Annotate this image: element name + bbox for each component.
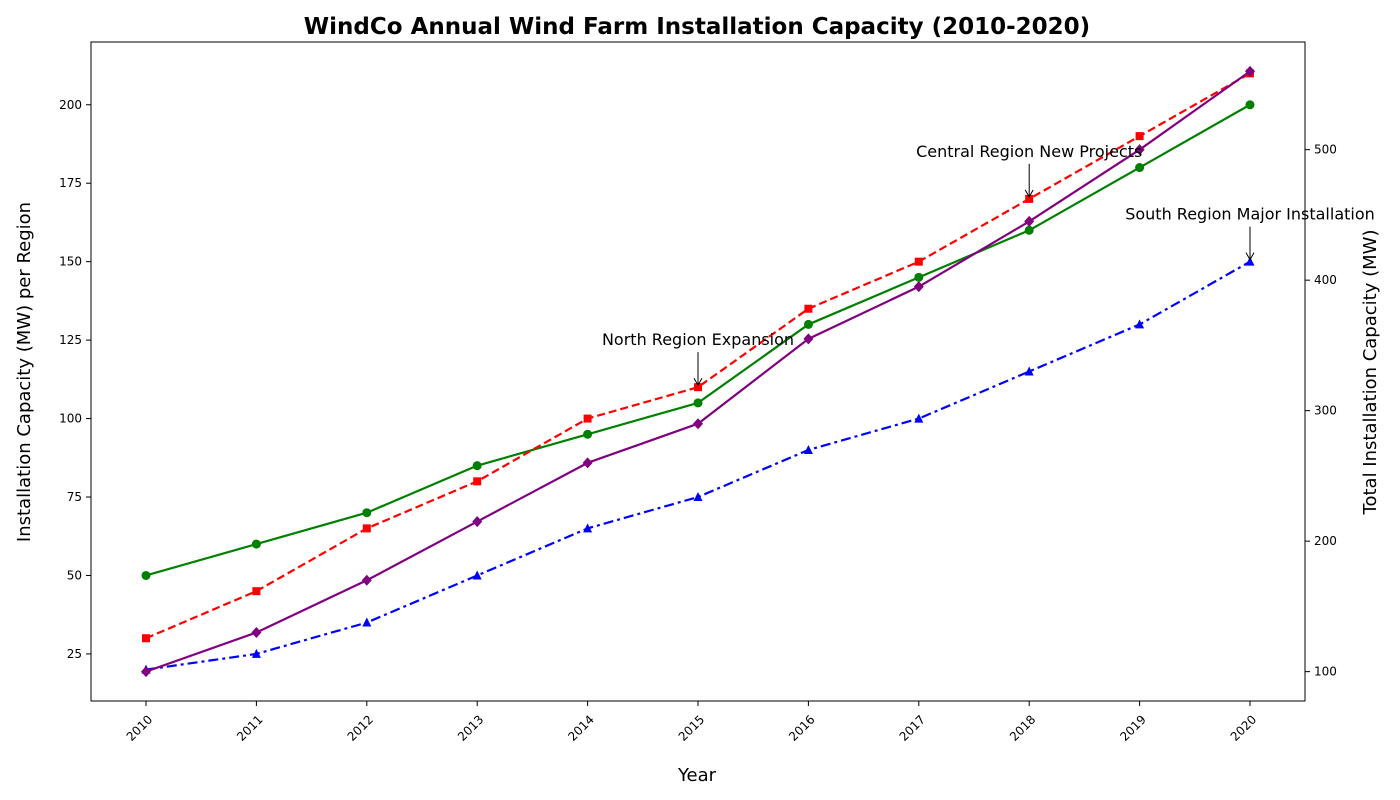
series-3-point [472, 516, 483, 528]
series-3-point [803, 333, 814, 345]
x-tick-label: 2019 [1117, 712, 1148, 743]
series-0-point [803, 319, 813, 329]
series-1-point [804, 304, 813, 313]
series-2-point [472, 570, 482, 580]
x-tick-label: 2013 [455, 712, 486, 743]
series-2-point [251, 648, 261, 658]
chart-title: WindCo Annual Wind Farm Installation Cap… [304, 14, 1090, 40]
y-right-tick-label: 100 [1314, 665, 1337, 679]
series-2-point [362, 617, 372, 627]
series-2-point [583, 523, 593, 533]
series-3-point [693, 418, 703, 430]
series-2-point [1024, 366, 1034, 376]
y-right-tick-label: 300 [1314, 404, 1337, 418]
series-0-point [583, 429, 593, 439]
series-2-point [1245, 256, 1255, 266]
y-axis-left: 25 50 75 100 125 150 175 200 [59, 98, 91, 661]
series-1-point [1025, 194, 1034, 203]
series-3-point [913, 281, 924, 293]
y-left-tick-label: 175 [59, 176, 82, 190]
x-axis-title: Year [677, 765, 717, 786]
x-tick-label: 2014 [565, 712, 596, 743]
series-2-point [1135, 319, 1145, 329]
annotation-arrow-head [1024, 189, 1034, 198]
series-1-point [142, 634, 150, 643]
series-0-point [141, 570, 151, 580]
y-left-tick-label: 50 [67, 568, 82, 582]
x-tick-label: 2015 [676, 712, 707, 743]
series-2-point [914, 413, 924, 423]
annotation-arrow-head [1245, 252, 1255, 261]
series-3-point [1245, 65, 1255, 77]
series-0-point [472, 461, 482, 471]
y-left-tick-label: 100 [59, 412, 82, 426]
series-0-point [251, 539, 261, 549]
series-3-point [361, 574, 372, 586]
series-0-point [1135, 163, 1145, 173]
series-3-point [1024, 215, 1035, 227]
series-1-point [1135, 132, 1144, 141]
y-left-tick-label: 125 [59, 333, 82, 347]
x-tick-label: 2020 [1228, 712, 1259, 743]
series-1-point [583, 414, 592, 423]
y-right-tick-label: 200 [1314, 534, 1337, 548]
y-axis-right-title: Total Installation Capacity (MW) [1360, 230, 1381, 516]
y-left-tick-label: 200 [59, 98, 82, 112]
y-left-tick-label: 25 [67, 647, 82, 661]
series-0-point [1245, 100, 1255, 110]
x-axis: 2010 2011 2012 2013 2014 2015 2016 2017 2018 2019… [124, 701, 1259, 744]
annotation-label: Central Region New Projects [916, 142, 1142, 161]
series-3-point [251, 626, 262, 638]
y-left-tick-label: 150 [59, 255, 82, 269]
x-tick-label: 2011 [234, 712, 265, 743]
y-axis-left-title: Installation Capacity (MW) per Region [14, 202, 35, 542]
y-left-tick-label: 75 [67, 490, 82, 504]
series-2-line [145, 260, 1251, 671]
series-1-line [145, 72, 1251, 640]
annotation-label: South Region Major Installation [1125, 205, 1375, 224]
series-2-point [693, 492, 703, 502]
series-1-point [694, 383, 702, 392]
series-0-point [914, 272, 924, 282]
series-2-point [803, 444, 813, 454]
series-1-point [252, 587, 261, 596]
series-1-point [914, 257, 923, 266]
x-tick-label: 2012 [345, 712, 376, 743]
plot-area [141, 65, 1255, 678]
series-0-point [693, 398, 703, 408]
x-tick-label: 2017 [897, 712, 928, 743]
series-0-point [362, 508, 372, 518]
x-tick-label: 2010 [124, 712, 155, 743]
annotation-label: North Region Expansion [602, 330, 794, 349]
y-right-tick-label: 500 [1314, 143, 1337, 157]
series-3-point [1134, 144, 1145, 156]
x-tick-label: 2018 [1007, 712, 1038, 743]
y-axis-right: 100 200 300 400 500 [1305, 143, 1337, 679]
x-tick-label: 2016 [786, 712, 817, 743]
annotations: North Region Expansion Central Region New… [602, 142, 1375, 387]
series-3-point [141, 666, 151, 678]
annotation-arrow-head [693, 377, 703, 387]
series-3-point [582, 457, 593, 469]
series-0-point [1024, 225, 1034, 235]
series-1-point [473, 477, 482, 486]
y-right-tick-label: 400 [1314, 273, 1337, 287]
series-1-point [362, 524, 371, 533]
